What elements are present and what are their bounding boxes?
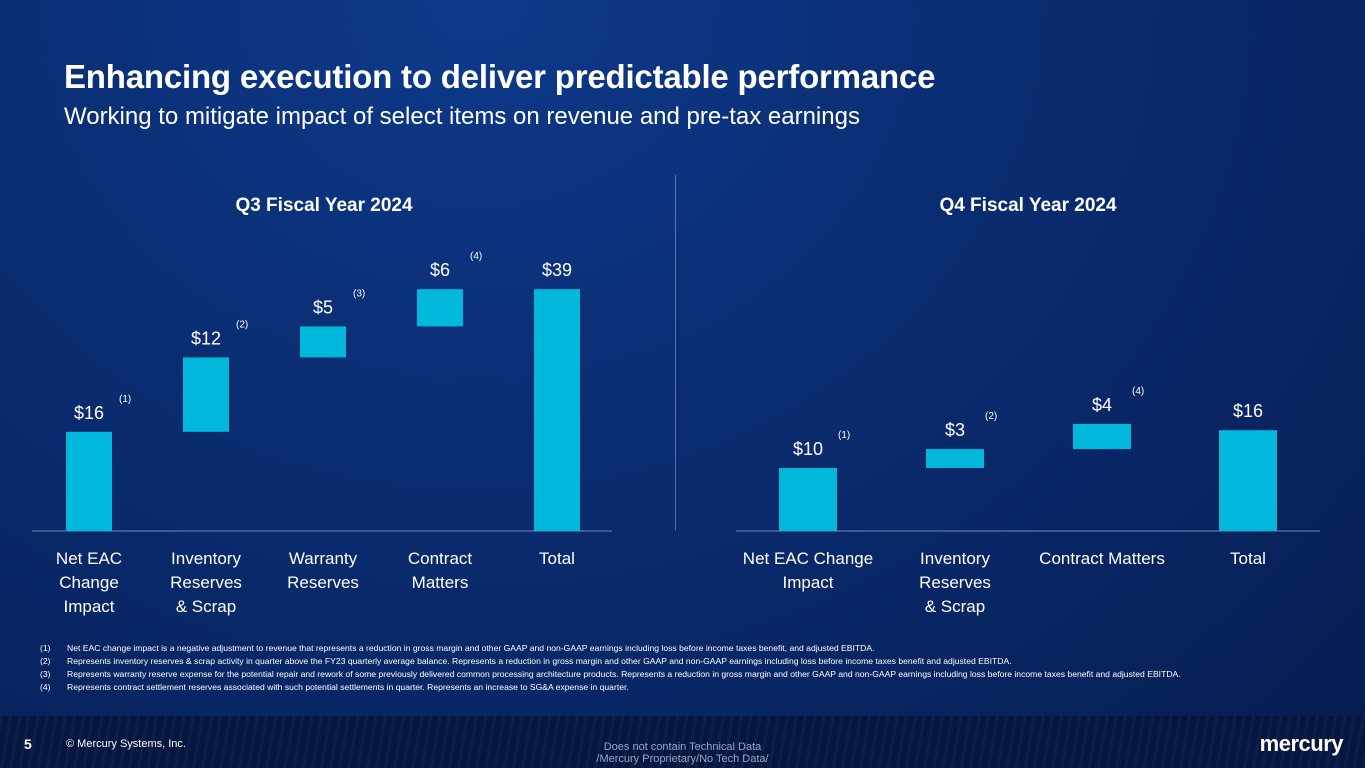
footnote-1: (1) Net EAC change impact is a negative … [40,642,1340,655]
category-label: Total [1230,549,1266,568]
footnote-3: (3) Represents warranty reserve expense … [40,668,1340,681]
category-label: Impact [63,597,114,616]
bar [66,431,112,531]
footnote-marker: (2) [985,411,997,422]
footnote-marker: (4) [470,251,482,262]
data-label: $3 [945,420,965,440]
category-label: Contract [408,549,473,568]
footnote-text: Represents warranty reserve expense for … [67,669,1181,679]
footnote-text: Represents inventory reserves & scrap ac… [67,656,1012,666]
data-label: $6 [430,260,450,280]
bar [183,357,229,432]
data-label: $10 [793,439,823,459]
classification-line: /Mercury Proprietary/No Tech Data/ [596,753,769,765]
footnote-marker: (1) [119,394,131,405]
footnote-text: Represents contract settlement reserves … [67,682,629,692]
data-label: $12 [191,328,221,348]
data-label: $39 [542,260,572,280]
category-label: Inventory [920,549,990,568]
waterfall-charts: Q3 Fiscal Year 2024 $16 (1) Net EAC Change Im… [32,195,1320,616]
category-label: Contract Matters [1039,549,1165,568]
footnote-marker: (3) [353,288,365,299]
footer-bar [0,716,1365,768]
category-label: Reserves [919,573,991,592]
page-number: 5 [24,736,32,752]
chart-title: Q4 Fiscal Year 2024 [939,195,1117,216]
footnote-number: (3) [40,669,51,679]
category-label: Reserves [170,573,242,592]
footnote-4: (4) Represents contract settlement reser… [40,681,1340,694]
footnote-2: (2) Represents inventory reserves & scra… [40,655,1340,668]
chart-divider [675,175,676,530]
classification-line: Does not contain Technical Data [603,741,762,753]
bar [926,449,984,468]
bar [1219,430,1277,531]
category-label: Reserves [287,573,359,592]
footnotes: (1) Net EAC change impact is a negative … [40,642,1340,694]
footnote-number: (1) [40,643,51,653]
footnote-marker: (1) [838,430,850,441]
classification-marking: Does not contain Technical Data /Mercury… [560,741,805,765]
bar [779,468,837,531]
copyright: © Mercury Systems, Inc. [66,738,186,750]
footnote-number: (2) [40,656,51,666]
data-label: $4 [1092,395,1112,415]
category-label: Change [59,573,119,592]
data-label: $16 [74,403,104,423]
footnote-number: (4) [40,682,51,692]
category-label: Total [539,549,575,568]
bar [1073,423,1131,450]
footnote-marker: (2) [236,319,248,330]
category-label: & Scrap [176,597,236,616]
bar [417,289,463,327]
data-label: $5 [313,297,333,317]
bar [300,326,346,358]
category-label: & Scrap [925,597,985,616]
category-label: Warranty [289,549,358,568]
category-label: Inventory [171,549,241,568]
category-label: Matters [412,573,469,592]
bar [534,289,580,531]
data-label: $16 [1233,401,1263,421]
category-label: Impact [782,573,833,592]
chart-title: Q3 Fiscal Year 2024 [235,195,413,216]
footnote-text: Net EAC change impact is a negative adju… [67,643,875,653]
mercury-logo: mercury [1259,731,1344,756]
category-label: Net EAC [56,549,122,568]
slide-title: Enhancing execution to deliver predictab… [64,58,936,95]
slide-subtitle: Working to mitigate impact of select ite… [64,103,860,130]
footnote-marker: (4) [1132,386,1144,397]
category-label: Net EAC Change [743,549,873,568]
